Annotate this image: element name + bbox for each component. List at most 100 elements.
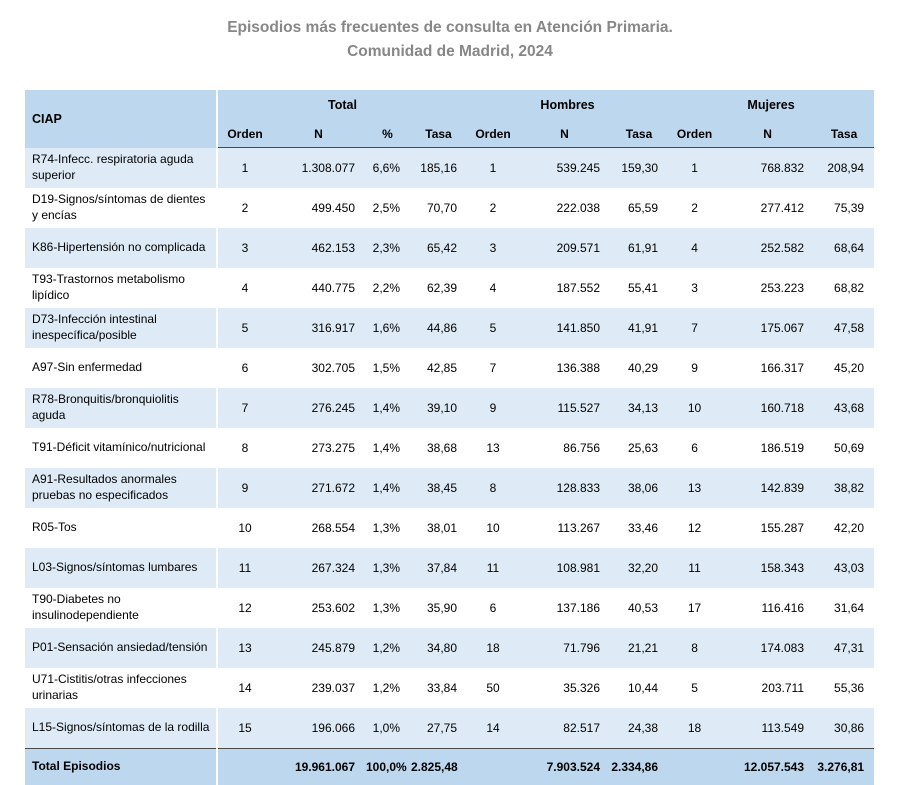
table-header: CIAP Total Hombres Mujeres Orden N % Tas… — [25, 90, 875, 148]
n-mujeres: 203.711 — [721, 667, 815, 708]
group-header-row: CIAP Total Hombres Mujeres — [25, 90, 875, 148]
n-total: 267.324 — [272, 547, 365, 588]
table-row: R78-Bronquitis/bronquiolitis aguda 7 276.2… — [25, 387, 875, 428]
ciap-label: T90-Diabetes no insulinodependiente — [25, 587, 218, 628]
table-row: T90-Diabetes no insulinodependiente 12 253… — [25, 587, 875, 628]
tasa-total: 185,16 — [410, 147, 467, 188]
table-row: D73-Infección intestinal inespecífica/po… — [25, 307, 875, 348]
ciap-label: R05-Tos — [25, 507, 218, 548]
orden-hombres — [467, 747, 519, 785]
n-hombres: 209.571 — [519, 227, 610, 268]
orden-hombres: 18 — [467, 627, 519, 668]
group-header-total: Total — [217, 90, 467, 120]
orden-total — [217, 747, 272, 785]
n-mujeres: 174.083 — [721, 627, 815, 668]
table-row: R74-Infecc. respiratoria aguda superior 1… — [25, 147, 875, 188]
tasa-total: 44,86 — [410, 307, 467, 348]
orden-mujeres: 5 — [668, 667, 722, 708]
orden-mujeres: 17 — [668, 587, 722, 628]
n-mujeres: 277.412 — [721, 187, 815, 228]
orden-hombres: 10 — [467, 507, 519, 548]
orden-mujeres: 12 — [668, 507, 722, 548]
tasa-hombres: 10,44 — [610, 667, 669, 708]
orden-mujeres: 6 — [668, 427, 722, 468]
tasa-mujeres: 42,20 — [814, 507, 875, 548]
orden-hombres: 5 — [467, 307, 519, 348]
tasa-total: 70,70 — [410, 187, 467, 228]
table-row: R05-Tos 10 268.554 1,3% 38,01 10 113.267 33,46 1… — [25, 507, 875, 548]
orden-hombres: 6 — [467, 587, 519, 628]
n-hombres: 113.267 — [519, 507, 610, 548]
n-total: 316.917 — [272, 307, 365, 348]
n-total: 253.602 — [272, 587, 365, 628]
n-total: 1.308.077 — [272, 147, 365, 188]
pct-total: 1,2% — [365, 667, 410, 708]
orden-total: 8 — [217, 427, 272, 468]
ciap-label: D19-Signos/síntomas de dientes y encías — [25, 187, 218, 228]
n-hombres: 222.038 — [519, 187, 610, 228]
table-row: A91-Resultados anormales pruebas no espe… — [25, 467, 875, 508]
orden-hombres: 9 — [467, 387, 519, 428]
pct-total: 2,3% — [365, 227, 410, 268]
orden-mujeres: 8 — [668, 627, 722, 668]
column-header-orden-hombres: Orden — [467, 120, 519, 148]
n-hombres: 136.388 — [519, 347, 610, 388]
n-hombres: 115.527 — [519, 387, 610, 428]
n-mujeres: 158.343 — [721, 547, 815, 588]
ciap-label: Total Episodios — [25, 747, 218, 785]
tasa-total: 34,80 — [410, 627, 467, 668]
table-row: K86-Hipertensión no complicada 3 462.153 2,… — [25, 227, 875, 268]
n-total: 440.775 — [272, 267, 365, 308]
table-row: U71-Cistitis/otras infecciones urinarias… — [25, 667, 875, 708]
tasa-hombres: 25,63 — [610, 427, 669, 468]
ciap-label: A91-Resultados anormales pruebas no espe… — [25, 467, 218, 508]
ciap-label: R78-Bronquitis/bronquiolitis aguda — [25, 387, 218, 428]
pct-total: 2,2% — [365, 267, 410, 308]
orden-total: 3 — [217, 227, 272, 268]
orden-total: 1 — [217, 147, 272, 188]
ciap-label: P01-Sensación ansiedad/tensión — [25, 627, 218, 668]
pct-total: 1,6% — [365, 307, 410, 348]
tasa-hombres: 24,38 — [610, 707, 669, 748]
n-total: 239.037 — [272, 667, 365, 708]
ciap-label: K86-Hipertensión no complicada — [25, 227, 218, 268]
orden-mujeres: 3 — [668, 267, 722, 308]
tasa-mujeres: 30,86 — [814, 707, 875, 748]
table-row: D19-Signos/síntomas de dientes y encías 2… — [25, 187, 875, 228]
n-total: 499.450 — [272, 187, 365, 228]
tasa-hombres: 21,21 — [610, 627, 669, 668]
n-mujeres: 166.317 — [721, 347, 815, 388]
tasa-mujeres: 68,82 — [814, 267, 875, 308]
n-total: 196.066 — [272, 707, 365, 748]
n-hombres: 137.186 — [519, 587, 610, 628]
ciap-label: A97-Sin enfermedad — [25, 347, 218, 388]
tasa-total: 38,45 — [410, 467, 467, 508]
orden-mujeres: 9 — [668, 347, 722, 388]
pct-total: 100,0% — [365, 747, 410, 785]
tasa-total: 62,39 — [410, 267, 467, 308]
n-mujeres: 175.067 — [721, 307, 815, 348]
tasa-total: 27,75 — [410, 707, 467, 748]
n-hombres: 539.245 — [519, 147, 610, 188]
tasa-hombres: 40,53 — [610, 587, 669, 628]
tasa-hombres: 61,91 — [610, 227, 669, 268]
n-hombres: 7.903.524 — [519, 747, 610, 785]
tasa-total: 37,84 — [410, 547, 467, 588]
n-total: 271.672 — [272, 467, 365, 508]
ciap-label: R74-Infecc. respiratoria aguda superior — [25, 147, 218, 188]
group-header-mujeres: Mujeres — [668, 90, 875, 120]
table-row: P01-Sensación ansiedad/tensión 13 245.879 1… — [25, 627, 875, 668]
column-header-orden-total: Orden — [217, 120, 272, 148]
tasa-hombres: 34,13 — [610, 387, 669, 428]
tasa-total: 2.825,48 — [410, 747, 467, 785]
orden-total: 15 — [217, 707, 272, 748]
orden-total: 14 — [217, 667, 272, 708]
table-row: L03-Signos/síntomas lumbares 11 267.324 1,3… — [25, 547, 875, 588]
group-header-hombres: Hombres — [467, 90, 669, 120]
orden-hombres: 4 — [467, 267, 519, 308]
tasa-hombres: 40,29 — [610, 347, 669, 388]
tasa-total: 38,68 — [410, 427, 467, 468]
tasa-mujeres: 38,82 — [814, 467, 875, 508]
pct-total: 1,4% — [365, 427, 410, 468]
tasa-hombres: 33,46 — [610, 507, 669, 548]
